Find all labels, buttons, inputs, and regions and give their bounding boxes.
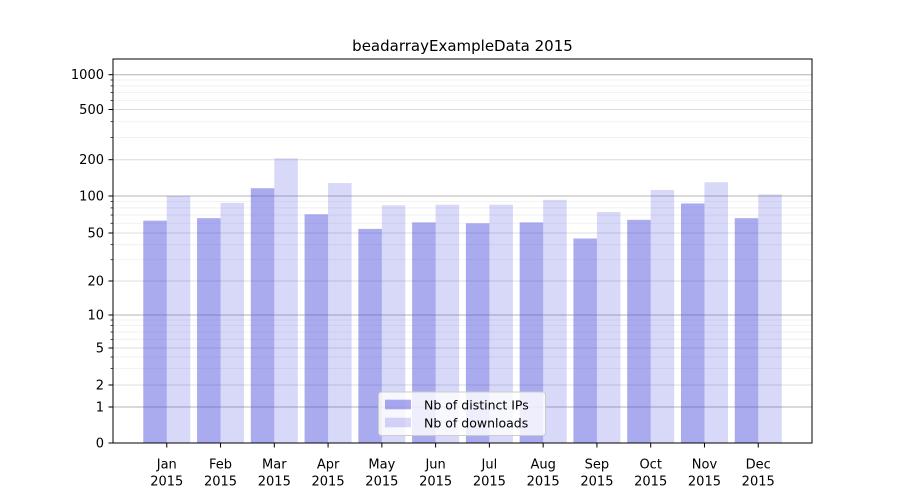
bar-distinct-ips-dec — [734, 218, 759, 443]
bar-downloads-sep — [596, 212, 621, 443]
gridlines — [113, 74, 812, 408]
x-tick-label-month: Jun — [424, 458, 445, 473]
x-tick-label-year: 2015 — [688, 475, 721, 490]
y-tick-label: 1000 — [71, 68, 104, 83]
x-tick-label-year: 2015 — [527, 475, 560, 490]
x-tick-label-month: Dec — [746, 458, 771, 473]
bar-downloads-aug — [543, 199, 567, 443]
legend-label-downloads: Nb of downloads — [424, 416, 528, 431]
x-tick-label-month: Oct — [639, 458, 661, 473]
y-tick-label: 50 — [87, 227, 104, 242]
bar-distinct-ips-may — [358, 228, 382, 443]
x-tick-label-year: 2015 — [204, 475, 237, 490]
bar-downloads-mar — [274, 158, 298, 444]
plot-border — [112, 58, 813, 444]
x-tick-label-month: Aug — [530, 458, 555, 473]
x-tick-label-year: 2015 — [580, 475, 613, 490]
y-tick-label: 1 — [96, 401, 104, 416]
x-tick-label-month: Mar — [262, 458, 287, 473]
y-tick-label: 10 — [87, 309, 104, 324]
x-tick-label-year: 2015 — [419, 475, 452, 490]
bar-distinct-ips-oct — [627, 219, 651, 443]
bar-downloads-apr — [328, 183, 352, 444]
y-tick-label: 500 — [79, 103, 104, 118]
y-tick-label: 100 — [79, 190, 104, 205]
bar-downloads-may — [381, 205, 406, 443]
bar-distinct-ips-apr — [304, 214, 329, 443]
x-tick-label-year: 2015 — [742, 475, 775, 490]
legend-box — [378, 391, 546, 436]
bar-distinct-ips-sep — [573, 238, 597, 443]
y-tick-label: 20 — [87, 275, 104, 290]
bar-distinct-ips-aug — [519, 222, 544, 443]
x-tick-label-month: Nov — [692, 458, 718, 473]
bar-downloads-feb — [220, 202, 245, 443]
x-tick-label-month: Feb — [209, 458, 232, 473]
bar-distinct-ips-jan — [143, 220, 167, 443]
x-tick-label-year: 2015 — [312, 475, 345, 490]
bar-distinct-ips-feb — [197, 218, 221, 443]
bar-downloads-jul — [489, 204, 513, 443]
bars-group — [143, 158, 782, 444]
bar-distinct-ips-jun — [412, 222, 436, 443]
legend-swatch-distinct-ips — [385, 399, 411, 410]
y-tick-label: 5 — [96, 342, 104, 357]
chart-title: beadarrayExampleData 2015 — [352, 37, 573, 55]
x-tick-label-year: 2015 — [634, 475, 667, 490]
x-tick-label-month: Apr — [317, 458, 340, 473]
x-tick-label-month: Jan — [156, 458, 177, 473]
x-tick-label-month: May — [368, 458, 395, 473]
bar-distinct-ips-jul — [465, 223, 490, 443]
bar-downloads-jun — [435, 204, 460, 443]
bar-distinct-ips-nov — [680, 203, 705, 443]
x-tick-label-month: Jul — [481, 458, 498, 473]
y-tick-label: 2 — [96, 379, 104, 394]
bar-downloads-nov — [704, 182, 728, 444]
axes: 0 1 2 5 10 20 50 100 200 500 1000 Jan 2015 Feb 2015 Mar… — [71, 68, 775, 489]
legend-label-distinct-ips: Nb of distinct IPs — [424, 398, 529, 413]
x-tick-label-year: 2015 — [150, 475, 183, 490]
x-tick-label-year: 2015 — [365, 475, 398, 490]
x-tick-label-month: Sep — [585, 458, 610, 473]
x-tick-label-year: 2015 — [258, 475, 291, 490]
y-tick-label: 200 — [79, 153, 104, 168]
legend-swatch-downloads — [385, 417, 411, 428]
bar-downloads-dec — [758, 194, 782, 443]
x-tick-label-year: 2015 — [473, 475, 506, 490]
y-tick-label: 0 — [96, 437, 104, 452]
bar-distinct-ips-mar — [250, 188, 275, 443]
legend: Nb of distinct IPs Nb of downloads — [378, 391, 546, 436]
bar-downloads-jan — [166, 196, 191, 443]
bar-downloads-oct — [650, 190, 675, 443]
